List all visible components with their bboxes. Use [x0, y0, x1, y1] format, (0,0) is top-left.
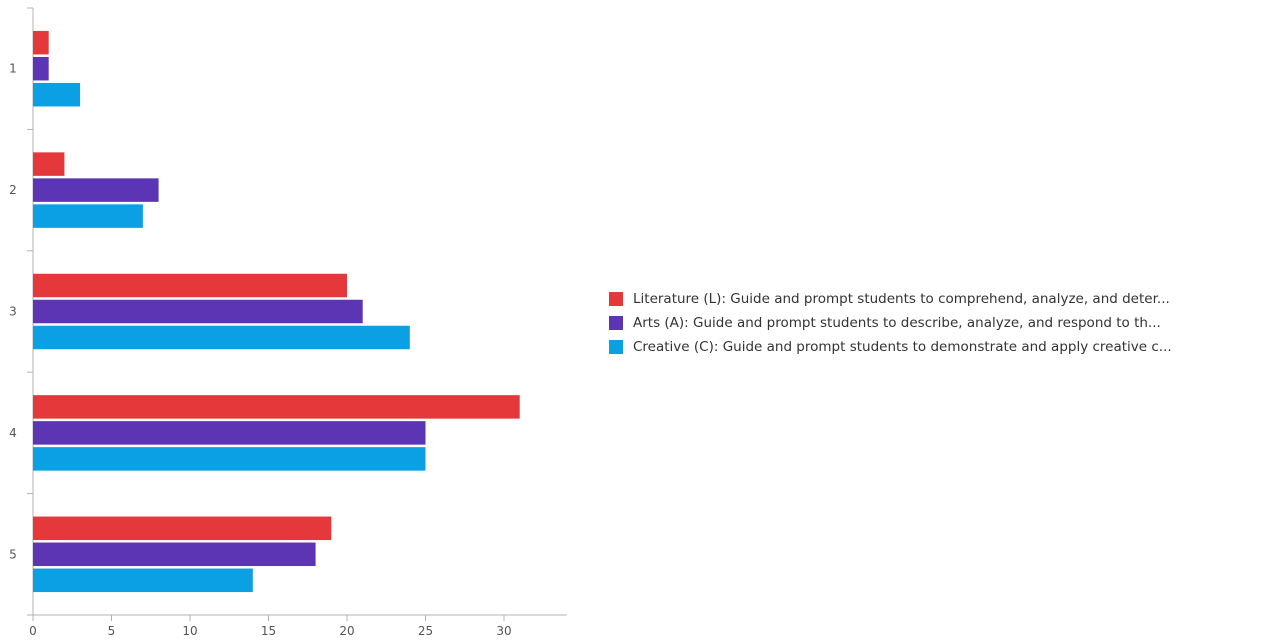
x-tick-label: 25: [418, 624, 433, 638]
y-tick-label: 3: [9, 305, 17, 319]
x-axis: 0 5 10 15 20 25 30: [29, 614, 567, 638]
legend-label-arts: Arts (A): Guide and prompt students to d…: [633, 315, 1161, 331]
bar-literature-category-1: [33, 30, 49, 55]
bar-creative-category-1: [33, 82, 81, 107]
legend-item-arts[interactable]: Arts (A): Guide and prompt students to d…: [609, 311, 1269, 335]
legend-label-creative: Creative (C): Guide and prompt students …: [633, 339, 1172, 355]
x-tick-label: 20: [339, 624, 354, 638]
bar-creative-category-4: [33, 447, 426, 471]
bar-arts-category-1: [33, 56, 49, 81]
x-tick-label: 15: [261, 624, 276, 638]
y-tick-label: 1: [9, 62, 17, 76]
y-tick-label: 2: [9, 183, 17, 197]
legend-swatch-creative: [609, 340, 623, 354]
y-tick-label: 4: [9, 426, 17, 440]
x-tick-label: 10: [182, 624, 197, 638]
x-tick-label: 30: [496, 624, 511, 638]
x-tick-label: 5: [108, 624, 116, 638]
legend: Literature (L): Guide and prompt student…: [609, 287, 1269, 359]
x-tick-label: 0: [29, 624, 37, 638]
bars: [33, 30, 520, 593]
bar-literature-category-3: [33, 273, 347, 298]
bar-creative-category-2: [33, 204, 143, 228]
legend-swatch-arts: [609, 316, 623, 330]
legend-swatch-literature: [609, 292, 623, 306]
bar-arts-category-2: [33, 178, 159, 202]
y-tick-label: 5: [9, 547, 17, 561]
bar-arts-category-4: [33, 421, 426, 445]
bar-literature-category-5: [33, 516, 332, 541]
bar-arts-category-5: [33, 542, 316, 567]
bar-arts-category-3: [33, 299, 363, 324]
legend-item-creative[interactable]: Creative (C): Guide and prompt students …: [609, 335, 1269, 359]
legend-item-literature[interactable]: Literature (L): Guide and prompt student…: [609, 287, 1269, 311]
y-axis: 1 2 3 4 5: [9, 7, 34, 616]
bar-creative-category-5: [33, 568, 253, 593]
legend-label-literature: Literature (L): Guide and prompt student…: [633, 291, 1170, 307]
bar-literature-category-2: [33, 152, 65, 176]
bar-literature-category-4: [33, 395, 520, 419]
bar-creative-category-3: [33, 325, 410, 350]
